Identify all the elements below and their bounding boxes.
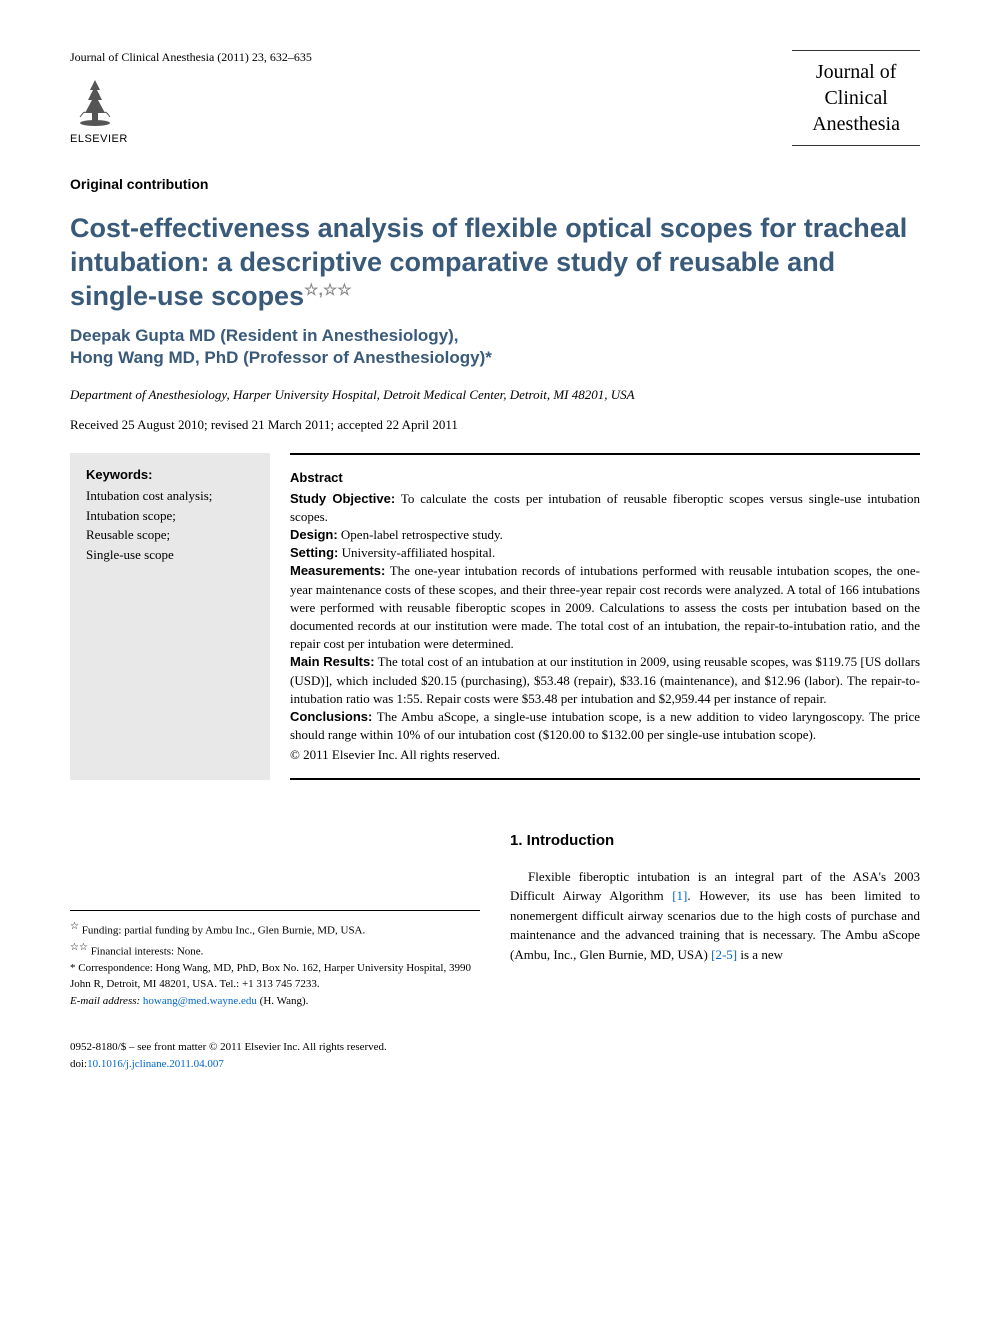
measurements-text: The one-year intubation records of intub…: [290, 563, 920, 651]
abstract-results: Main Results: The total cost of an intub…: [290, 653, 920, 708]
keywords-box: Keywords: Intubation cost analysis; Intu…: [70, 453, 270, 780]
intro-paragraph: Flexible fiberoptic intubation is an int…: [510, 867, 920, 965]
doi-link[interactable]: 10.1016/j.jclinane.2011.04.007: [87, 1058, 224, 1070]
journal-title-box: Journal of Clinical Anesthesia: [792, 50, 920, 146]
article-dates: Received 25 August 2010; revised 21 Marc…: [70, 417, 920, 433]
journal-name-line1: Journal of: [812, 59, 900, 85]
abstract-title: Abstract: [290, 469, 920, 487]
header-left: Journal of Clinical Anesthesia (2011) 23…: [70, 50, 312, 145]
publisher-logo-block: ELSEVIER: [70, 75, 312, 145]
results-text: The total cost of an intubation at our i…: [290, 654, 920, 705]
title-footnote-marks: ☆,☆☆: [304, 282, 351, 299]
article-type: Original contribution: [70, 176, 920, 192]
article-title: Cost-effectiveness analysis of flexible …: [70, 212, 920, 313]
keywords-abstract-row: Keywords: Intubation cost analysis; Intu…: [70, 453, 920, 780]
conclusions-text: The Ambu aScope, a single-use intubation…: [290, 709, 920, 742]
intro-heading: 1. Introduction: [510, 830, 920, 853]
conclusions-label: Conclusions:: [290, 709, 372, 724]
journal-name-line3: Anesthesia: [812, 111, 900, 137]
authors: Deepak Gupta MD (Resident in Anesthesiol…: [70, 325, 920, 369]
keyword-item: Reusable scope;: [86, 525, 254, 545]
issn-line: 0952-8180/$ – see front matter © 2011 El…: [70, 1039, 920, 1056]
affiliation: Department of Anesthesiology, Harper Uni…: [70, 387, 920, 403]
doi-label: doi:: [70, 1058, 87, 1070]
setting-text: University-affiliated hospital.: [342, 545, 496, 560]
abstract-conclusions: Conclusions: The Ambu aScope, a single-u…: [290, 708, 920, 744]
keywords-title: Keywords:: [86, 467, 254, 482]
design-text: Open-label retrospective study.: [341, 527, 503, 542]
abstract-copyright: © 2011 Elsevier Inc. All rights reserved…: [290, 746, 920, 764]
corr-text: Correspondence: Hong Wang, MD, PhD, Box …: [70, 962, 471, 991]
title-text: Cost-effectiveness analysis of flexible …: [70, 213, 907, 311]
body-columns: ☆ Funding: partial funding by Ambu Inc.,…: [70, 830, 920, 1009]
email-suffix: (H. Wang).: [260, 995, 309, 1007]
fn2-text: Financial interests: None.: [91, 945, 204, 957]
right-column: 1. Introduction Flexible fiberoptic intu…: [510, 830, 920, 1009]
corr-mark: *: [70, 962, 76, 974]
reference-link-2[interactable]: [2-5]: [711, 947, 737, 962]
abstract-setting: Setting: University-affiliated hospital.: [290, 544, 920, 562]
email-label: E-mail address:: [70, 995, 140, 1007]
page-header: Journal of Clinical Anesthesia (2011) 23…: [70, 50, 920, 146]
fn-mark-2: ☆☆: [70, 942, 88, 953]
footnote-correspondence: * Correspondence: Hong Wang, MD, PhD, Bo…: [70, 960, 480, 993]
journal-name-line2: Clinical: [812, 85, 900, 111]
fn-mark-1: ☆: [70, 921, 79, 932]
bottom-info: 0952-8180/$ – see front matter © 2011 El…: [70, 1039, 920, 1072]
design-label: Design:: [290, 527, 338, 542]
keyword-item: Intubation scope;: [86, 506, 254, 526]
abstract-box: Abstract Study Objective: To calculate t…: [290, 453, 920, 780]
footnotes: ☆ Funding: partial funding by Ambu Inc.,…: [70, 910, 480, 1009]
abstract-measurements: Measurements: The one-year intubation re…: [290, 562, 920, 653]
left-column: ☆ Funding: partial funding by Ambu Inc.,…: [70, 830, 480, 1009]
abstract-design: Design: Open-label retrospective study.: [290, 526, 920, 544]
objective-label: Study Objective:: [290, 491, 395, 506]
intro-text-3: is a new: [737, 947, 783, 962]
setting-label: Setting:: [290, 545, 338, 560]
journal-reference: Journal of Clinical Anesthesia (2011) 23…: [70, 50, 312, 65]
keyword-item: Intubation cost analysis;: [86, 486, 254, 506]
results-label: Main Results:: [290, 654, 375, 669]
reference-link-1[interactable]: [1]: [672, 888, 687, 903]
author-line-1: Deepak Gupta MD (Resident in Anesthesiol…: [70, 325, 920, 347]
email-link[interactable]: howang@med.wayne.edu: [143, 995, 257, 1007]
footnote-email: E-mail address: howang@med.wayne.edu (H.…: [70, 993, 480, 1010]
fn1-text: Funding: partial funding by Ambu Inc., G…: [82, 925, 366, 937]
keyword-item: Single-use scope: [86, 545, 254, 565]
footnote-funding: ☆ Funding: partial funding by Ambu Inc.,…: [70, 919, 480, 939]
elsevier-label: ELSEVIER: [70, 133, 128, 145]
measurements-label: Measurements:: [290, 563, 385, 578]
abstract-objective: Study Objective: To calculate the costs …: [290, 490, 920, 526]
elsevier-tree-icon: [70, 75, 120, 130]
author-line-2: Hong Wang MD, PhD (Professor of Anesthes…: [70, 347, 920, 369]
doi-line: doi:10.1016/j.jclinane.2011.04.007: [70, 1056, 920, 1073]
footnote-interests: ☆☆ Financial interests: None.: [70, 940, 480, 960]
